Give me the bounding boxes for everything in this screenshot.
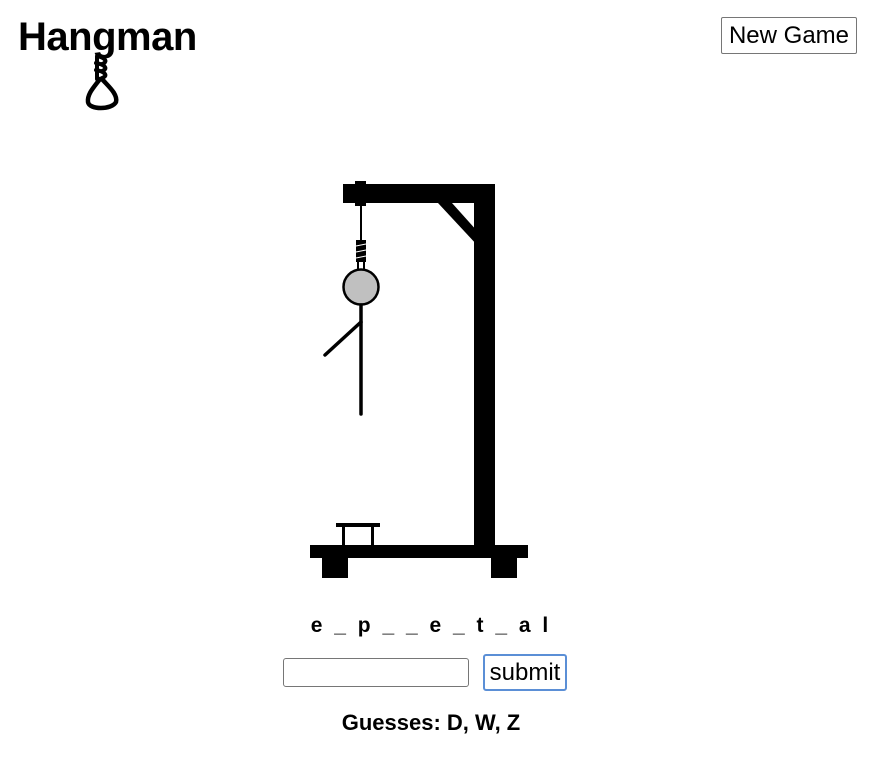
hangman-head <box>344 270 379 305</box>
gallows-brace <box>438 203 478 246</box>
guess-input[interactable] <box>283 658 469 687</box>
hangman-left-arm <box>325 322 361 355</box>
guesses-list: D, W, Z <box>447 710 520 735</box>
rope-noose <box>356 204 366 270</box>
gallows <box>300 170 540 590</box>
noose-icon <box>84 54 124 116</box>
gallows-foot-left <box>322 556 348 578</box>
guesses-line: Guesses: D, W, Z <box>0 710 862 736</box>
word-display: e _ p _ _ e _ t _ a l <box>0 614 862 638</box>
gallows-foot-right <box>491 556 517 578</box>
new-game-button[interactable]: New Game <box>721 17 857 54</box>
guesses-label: Guesses: <box>342 710 441 735</box>
submit-button[interactable]: submit <box>483 654 567 691</box>
trapdoor-platform <box>336 523 380 545</box>
